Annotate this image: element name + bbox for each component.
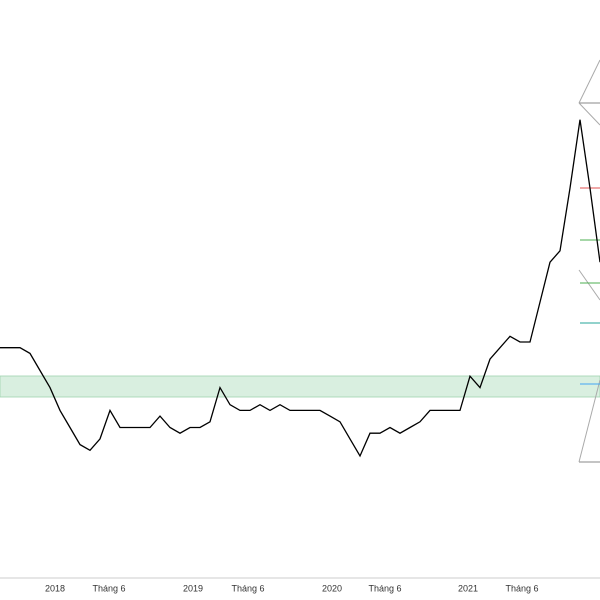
x-tick-label: Tháng 6 bbox=[368, 583, 401, 593]
support-zone bbox=[0, 375, 600, 398]
x-tick-label: 2019 bbox=[183, 583, 203, 593]
drawing-line bbox=[578, 102, 600, 126]
price-line bbox=[0, 119, 600, 458]
x-tick-label: 2021 bbox=[458, 583, 478, 593]
x-tick-label: Tháng 6 bbox=[231, 583, 264, 593]
x-tick-label: Tháng 6 bbox=[505, 583, 538, 593]
drawing-line bbox=[578, 269, 600, 301]
x-tick-label: Tháng 6 bbox=[92, 583, 125, 593]
x-tick-label: 2018 bbox=[45, 583, 65, 593]
drawing-line bbox=[578, 59, 600, 104]
x-tick-label: 2020 bbox=[322, 583, 342, 593]
drawing-line bbox=[578, 379, 600, 463]
